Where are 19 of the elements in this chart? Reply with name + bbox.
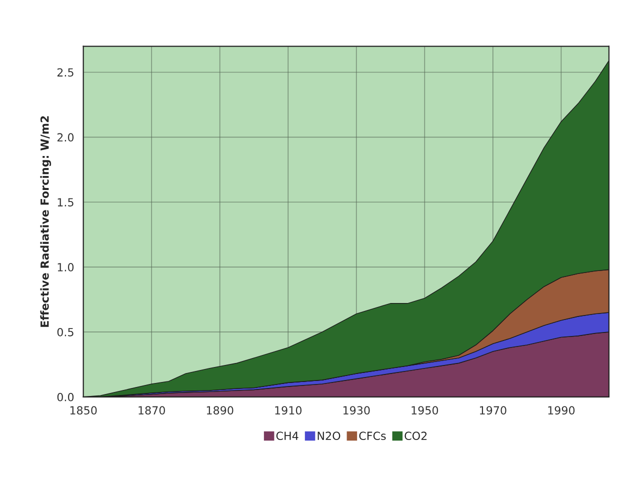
legend-label: CFCs (359, 432, 386, 440)
y-tick-label: 2.0 (57, 133, 74, 142)
x-tick-label: 1850 (70, 406, 97, 415)
x-tick-label: 1970 (480, 406, 506, 415)
x-tick-label: 1930 (343, 406, 370, 415)
x-tick-label: 1990 (548, 406, 575, 415)
legend-label: N2O (318, 432, 340, 440)
x-tick-label: 1870 (138, 406, 165, 415)
x-tick-label: 1950 (412, 406, 438, 415)
x-tick-label: 1890 (206, 406, 234, 415)
legend-label: CH4 (276, 432, 298, 440)
y-tick-label: 0.5 (57, 328, 74, 336)
y-tick-label: 1.5 (58, 198, 74, 206)
y-tick-label: 1.0 (58, 263, 74, 272)
y-tick-label: 2.5 (57, 68, 74, 77)
legend-label: CO2 (404, 432, 427, 440)
y-tick-label: 0.0 (57, 392, 74, 402)
x-tick-label: 1910 (275, 406, 302, 415)
y-axis-title: Effective Radiative Forcing: W/m2 (40, 116, 52, 327)
